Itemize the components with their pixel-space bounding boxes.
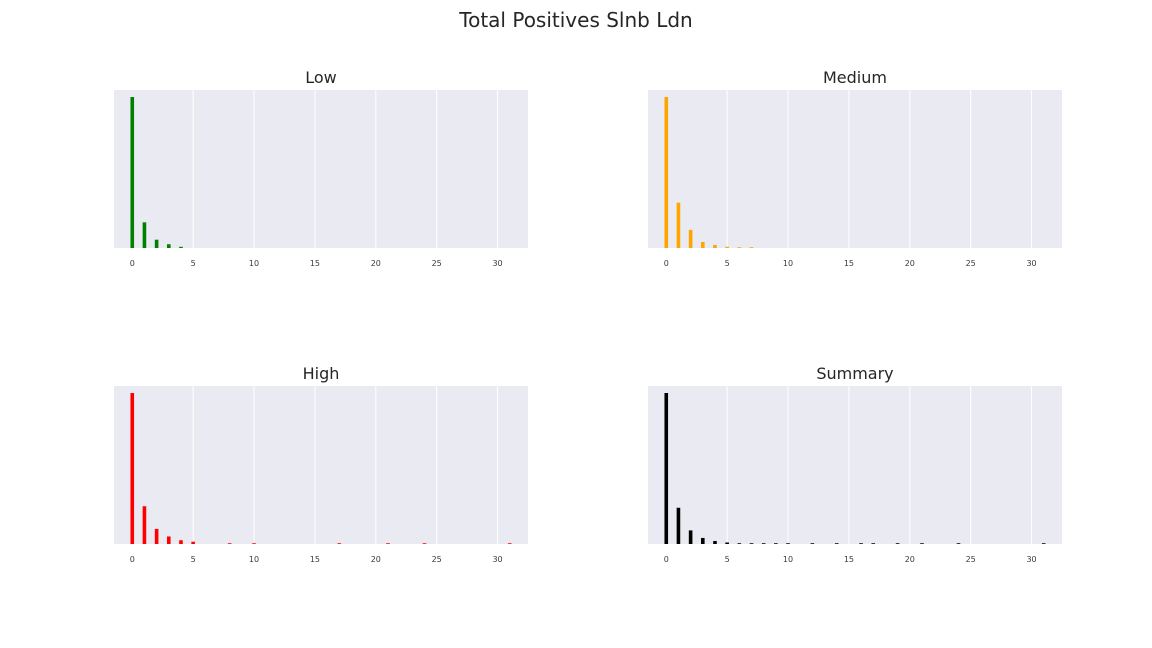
high-bar (422, 543, 427, 544)
low-bar (179, 246, 183, 248)
medium-bar (737, 247, 742, 248)
medium-x-tick-label: 20 (905, 259, 915, 268)
low-bar (142, 222, 147, 248)
high-x-tick-label: 25 (432, 555, 442, 564)
high-bar (386, 543, 390, 544)
low-chart: 0 5 10 15 20 25 30 (114, 90, 528, 268)
medium-x-tick-label: 0 (664, 259, 669, 268)
medium-x-tick-label: 10 (783, 259, 793, 268)
high-x-tick-label: 30 (492, 555, 502, 564)
summary-x-tick-label: 15 (844, 555, 854, 564)
low-x-tick-label: 30 (492, 259, 502, 268)
summary-bar (859, 543, 863, 544)
high-panel-title: High (302, 364, 340, 383)
high-bar (130, 393, 135, 544)
figure-title: Total Positives Slnb Ldn (459, 8, 693, 32)
summary-bar (810, 543, 815, 544)
low-x-tick-label: 5 (191, 259, 196, 268)
summary-bar (956, 543, 961, 544)
summary-x-tick-label: 25 (966, 555, 976, 564)
summary-x-tick-label: 5 (725, 555, 730, 564)
medium-bar (713, 244, 717, 248)
medium-x-tick-label: 5 (725, 259, 730, 268)
medium-x-tick-label: 15 (844, 259, 854, 268)
high-plot-area (114, 386, 528, 544)
summary-panel-title: Summary (816, 364, 894, 383)
medium-bar (700, 241, 705, 248)
high-x-tick-label: 5 (191, 555, 196, 564)
medium-panel: Medium 0 5 10 15 20 25 30 (648, 64, 1062, 284)
summary-bar (700, 537, 705, 544)
summary-bar (737, 543, 742, 544)
low-bar (154, 239, 159, 248)
low-plot-area (114, 90, 528, 248)
high-panel: High 0 5 10 15 20 25 30 (114, 360, 528, 580)
high-bar (191, 541, 195, 544)
high-bar (337, 543, 342, 544)
summary-bar (725, 542, 729, 544)
summary-bar (774, 543, 778, 544)
summary-bar (895, 543, 900, 544)
summary-bar (749, 543, 754, 544)
medium-bar (749, 247, 754, 248)
high-bar (142, 506, 147, 544)
medium-x-tick-label: 25 (966, 259, 976, 268)
high-bar (227, 543, 232, 544)
summary-x-tick-label: 0 (664, 555, 669, 564)
high-x-tick-label: 0 (130, 555, 135, 564)
low-bar (130, 97, 135, 248)
low-bar (166, 244, 171, 248)
low-panel-title: Low (305, 68, 337, 87)
summary-bar (676, 507, 681, 544)
low-x-tick-label: 0 (130, 259, 135, 268)
summary-bar (786, 543, 790, 544)
low-x-tick-label: 10 (249, 259, 259, 268)
summary-x-tick-label: 10 (783, 555, 793, 564)
high-bar (179, 540, 183, 544)
low-x-tick-label: 25 (432, 259, 442, 268)
summary-bar (688, 530, 693, 544)
summary-chart: 0 5 10 15 20 25 30 (648, 386, 1062, 564)
high-bar (252, 543, 256, 544)
high-chart: 0 5 10 15 20 25 30 (114, 386, 528, 564)
high-bar (507, 543, 512, 544)
summary-bar (761, 543, 766, 544)
low-panel: Low 0 5 10 15 20 25 30 (114, 64, 528, 284)
medium-bar (725, 246, 729, 248)
summary-x-tick-label: 30 (1026, 555, 1036, 564)
medium-bar (664, 97, 669, 248)
medium-x-tick-label: 30 (1026, 259, 1036, 268)
summary-bar (713, 540, 717, 544)
high-x-tick-label: 15 (310, 555, 320, 564)
high-x-tick-label: 10 (249, 555, 259, 564)
summary-bar (834, 543, 839, 544)
summary-x-tick-label: 20 (905, 555, 915, 564)
medium-chart: 0 5 10 15 20 25 30 (648, 90, 1062, 268)
medium-bar (676, 202, 681, 248)
summary-bar (871, 543, 876, 544)
summary-panel: Summary 0 5 10 15 20 25 30 (648, 360, 1062, 580)
summary-bar (1041, 543, 1046, 544)
summary-bar (664, 393, 669, 544)
high-x-tick-label: 20 (371, 555, 381, 564)
low-x-tick-label: 20 (371, 259, 381, 268)
medium-plot-area (648, 90, 1062, 248)
high-bar (154, 528, 159, 544)
high-bar (166, 536, 171, 544)
medium-panel-title: Medium (823, 68, 887, 87)
summary-bar (920, 543, 924, 544)
low-x-tick-label: 15 (310, 259, 320, 268)
summary-plot-area (648, 386, 1062, 544)
medium-bar (688, 229, 693, 248)
